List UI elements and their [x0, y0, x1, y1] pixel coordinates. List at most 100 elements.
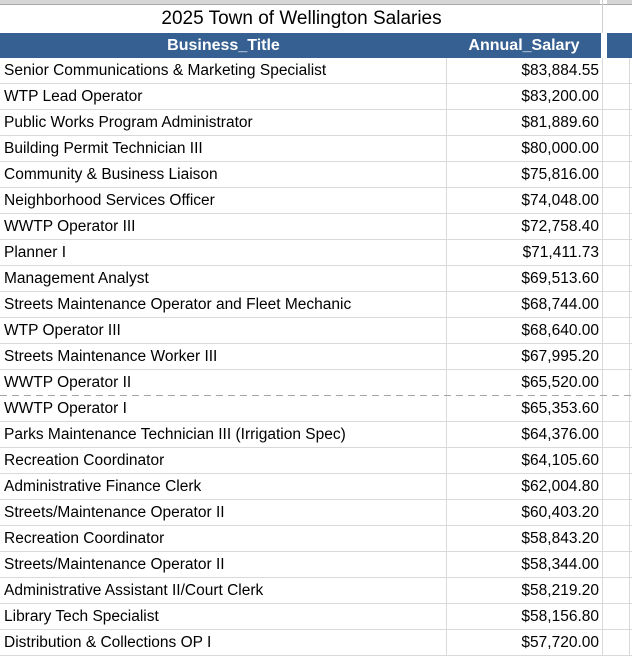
empty-cell — [603, 500, 630, 525]
table-row[interactable]: WWTP Operator III $72,758.40 — [0, 214, 632, 240]
annual-salary-cell[interactable]: $62,004.80 — [447, 474, 603, 499]
column-header-annual-salary[interactable]: Annual_Salary — [468, 36, 580, 54]
annual-salary-cell[interactable]: $72,758.40 — [447, 214, 603, 239]
business-title-cell[interactable]: WWTP Operator III — [0, 214, 447, 239]
annual-salary-cell[interactable]: $67,995.20 — [447, 344, 603, 369]
table-row[interactable]: WWTP Operator II $65,520.00 — [0, 370, 632, 396]
table-row[interactable]: WTP Lead Operator $83,200.00 — [0, 84, 632, 110]
table-body: Senior Communications & Marketing Specia… — [0, 58, 632, 656]
table-row[interactable]: Distribution & Collections OP I $57,720.… — [0, 630, 632, 656]
empty-cell — [603, 448, 630, 473]
header-fill-right — [607, 33, 632, 58]
business-title-cell[interactable]: Planner I — [0, 240, 447, 265]
empty-cell — [603, 162, 630, 187]
strip-column-gap — [600, 0, 607, 4]
empty-cell — [603, 396, 630, 421]
column-header-business-title[interactable]: Business_Title — [167, 36, 280, 54]
annual-salary-cell[interactable]: $68,640.00 — [447, 318, 603, 343]
table-row[interactable]: Building Permit Technician III $80,000.0… — [0, 136, 632, 162]
annual-salary-cell[interactable]: $68,744.00 — [447, 292, 603, 317]
annual-salary-cell[interactable]: $58,843.20 — [447, 526, 603, 551]
table-row[interactable]: WWTP Operator I $65,353.60 — [0, 396, 632, 422]
empty-cell — [603, 604, 630, 629]
table-row[interactable]: Streets/Maintenance Operator II $58,344.… — [0, 552, 632, 578]
annual-salary-cell[interactable]: $60,403.20 — [447, 500, 603, 525]
business-title-cell[interactable]: WTP Operator III — [0, 318, 447, 343]
empty-cell — [603, 474, 630, 499]
empty-cell — [603, 58, 630, 83]
annual-salary-cell[interactable]: $81,889.60 — [447, 110, 603, 135]
annual-salary-cell[interactable]: $58,344.00 — [447, 552, 603, 577]
business-title-cell[interactable]: Recreation Coordinator — [0, 448, 447, 473]
business-title-cell[interactable]: Distribution & Collections OP I — [0, 630, 447, 655]
annual-salary-cell[interactable]: $65,353.60 — [447, 396, 603, 421]
empty-cell — [603, 240, 630, 265]
business-title-cell[interactable]: WWTP Operator I — [0, 396, 447, 421]
header-column-gap — [601, 33, 607, 58]
annual-salary-cell[interactable]: $58,219.20 — [447, 578, 603, 603]
business-title-cell[interactable]: WTP Lead Operator — [0, 84, 447, 109]
business-title-cell[interactable]: Streets Maintenance Operator and Fleet M… — [0, 292, 447, 317]
table-row[interactable]: Recreation Coordinator $58,843.20 — [0, 526, 632, 552]
annual-salary-cell[interactable]: $75,816.00 — [447, 162, 603, 187]
empty-cell — [603, 422, 630, 447]
empty-cell — [603, 318, 630, 343]
business-title-cell[interactable]: Administrative Finance Clerk — [0, 474, 447, 499]
table-header-row: Business_Title Annual_Salary — [0, 33, 632, 58]
table-row[interactable]: Senior Communications & Marketing Specia… — [0, 58, 632, 84]
table-row[interactable]: Streets Maintenance Operator and Fleet M… — [0, 292, 632, 318]
title-row[interactable]: 2025 Town of Wellington Salaries — [0, 5, 603, 33]
empty-cell — [603, 370, 630, 396]
table-row[interactable]: Administrative Finance Clerk $62,004.80 — [0, 474, 632, 500]
annual-salary-cell[interactable]: $64,105.60 — [447, 448, 603, 473]
table-row[interactable]: Streets/Maintenance Operator II $60,403.… — [0, 500, 632, 526]
business-title-cell[interactable]: WWTP Operator II — [0, 370, 447, 396]
sheet-title: 2025 Town of Wellington Salaries — [161, 8, 442, 29]
table-row[interactable]: Recreation Coordinator $64,105.60 — [0, 448, 632, 474]
empty-cell — [603, 266, 630, 291]
table-row[interactable]: Management Analyst $69,513.60 — [0, 266, 632, 292]
table-row[interactable]: Neighborhood Services Officer $74,048.00 — [0, 188, 632, 214]
right-column-gridline — [602, 0, 603, 33]
business-title-cell[interactable]: Library Tech Specialist — [0, 604, 447, 629]
table-row[interactable]: Administrative Assistant II/Court Clerk … — [0, 578, 632, 604]
business-title-cell[interactable]: Neighborhood Services Officer — [0, 188, 447, 213]
table-row[interactable]: Community & Business Liaison $75,816.00 — [0, 162, 632, 188]
table-row[interactable]: Parks Maintenance Technician III (Irriga… — [0, 422, 632, 448]
empty-cell — [603, 110, 630, 135]
annual-salary-cell[interactable]: $69,513.60 — [447, 266, 603, 291]
table-row[interactable]: Public Works Program Administrator $81,8… — [0, 110, 632, 136]
business-title-cell[interactable]: Community & Business Liaison — [0, 162, 447, 187]
annual-salary-cell[interactable]: $64,376.00 — [447, 422, 603, 447]
table-row[interactable]: WTP Operator III $68,640.00 — [0, 318, 632, 344]
business-title-cell[interactable]: Senior Communications & Marketing Specia… — [0, 58, 447, 83]
annual-salary-cell[interactable]: $57,720.00 — [447, 630, 603, 655]
empty-cell — [603, 578, 630, 603]
business-title-cell[interactable]: Streets/Maintenance Operator II — [0, 552, 447, 577]
annual-salary-cell[interactable]: $58,156.80 — [447, 604, 603, 629]
business-title-cell[interactable]: Management Analyst — [0, 266, 447, 291]
table-header: Business_Title Annual_Salary — [0, 33, 601, 58]
business-title-cell[interactable]: Public Works Program Administrator — [0, 110, 447, 135]
empty-cell — [603, 214, 630, 239]
empty-cell — [603, 552, 630, 577]
table-row[interactable]: Library Tech Specialist $58,156.80 — [0, 604, 632, 630]
business-title-cell[interactable]: Streets/Maintenance Operator II — [0, 500, 447, 525]
annual-salary-cell[interactable]: $83,200.00 — [447, 84, 603, 109]
annual-salary-cell[interactable]: $65,520.00 — [447, 370, 603, 396]
table-row[interactable]: Planner I $71,411.73 — [0, 240, 632, 266]
annual-salary-cell[interactable]: $71,411.73 — [447, 240, 603, 265]
business-title-cell[interactable]: Recreation Coordinator — [0, 526, 447, 551]
annual-salary-cell[interactable]: $74,048.00 — [447, 188, 603, 213]
business-title-cell[interactable]: Parks Maintenance Technician III (Irriga… — [0, 422, 447, 447]
annual-salary-cell[interactable]: $83,884.55 — [447, 58, 603, 83]
empty-cell — [603, 136, 630, 161]
business-title-cell[interactable]: Building Permit Technician III — [0, 136, 447, 161]
table-row[interactable]: Streets Maintenance Worker III $67,995.2… — [0, 344, 632, 370]
cutoff-row-strip — [0, 0, 632, 5]
empty-cell — [603, 292, 630, 317]
business-title-cell[interactable]: Administrative Assistant II/Court Clerk — [0, 578, 447, 603]
empty-cell — [603, 526, 630, 551]
annual-salary-cell[interactable]: $80,000.00 — [447, 136, 603, 161]
business-title-cell[interactable]: Streets Maintenance Worker III — [0, 344, 447, 369]
